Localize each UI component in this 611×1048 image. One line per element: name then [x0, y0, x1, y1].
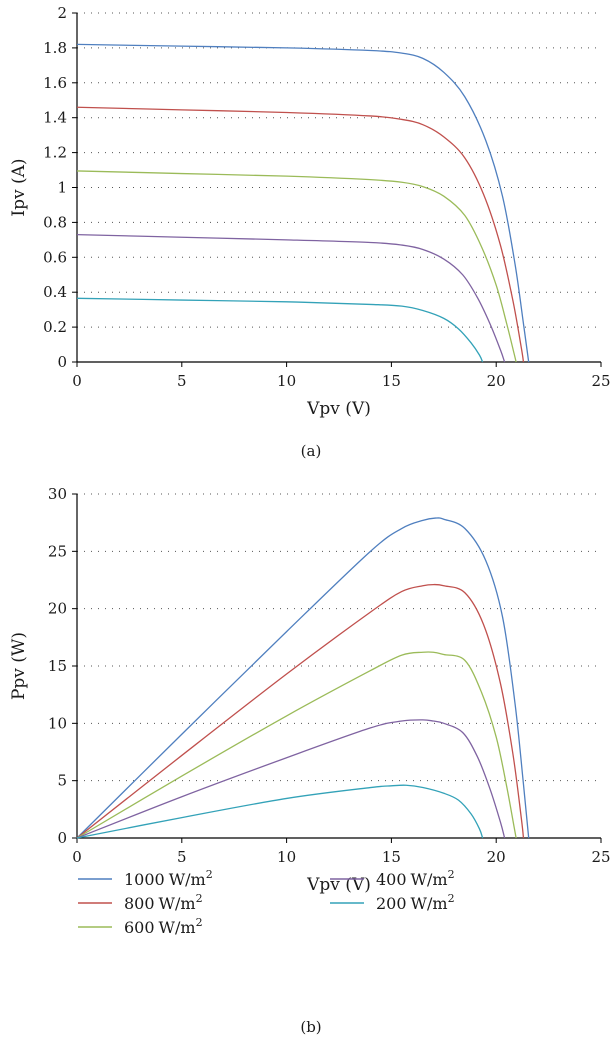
legend-item-800: 800 W/m2: [78, 892, 203, 913]
chart-a-y-tick-label: 1.2: [43, 144, 67, 162]
chart-b-y-axis-label: Ppv (W): [9, 632, 29, 700]
chart-b-x-tick-label: 0: [72, 848, 82, 866]
chart-a-series-600: [76, 170, 517, 363]
chart-a-y-tick-label: 0.8: [43, 213, 67, 231]
chart-a-y-tick-label: 2: [57, 4, 67, 22]
legend-item-400: 400 W/m2: [330, 868, 455, 889]
chart-a-y-axis-label: Ipv (A): [9, 158, 29, 216]
chart-b-series-1000: [76, 517, 530, 839]
chart-b-pv-curve: 0 5 10 15 20 25 30 0 5 10 15 20 25 Vpv (V) Ppv (W): [9, 485, 611, 895]
legend-label-200: 200 W/m2: [376, 892, 455, 913]
chart-a-y-tick-label: 1.4: [43, 109, 67, 127]
chart-a-series-200: [76, 297, 484, 363]
chart-a-series-1000: [76, 43, 530, 363]
chart-a-x-tick-label: 25: [591, 372, 610, 390]
chart-a-series-400: [76, 233, 506, 363]
chart-b-y-tick-label: 20: [48, 600, 67, 618]
legend: 1000 W/m2 800 W/m2 600 W/m2 400 W/m2 200 W/m2: [78, 868, 455, 937]
legend-item-600: 600 W/m2: [78, 916, 203, 937]
chart-b-y-tick-label: 15: [48, 657, 67, 675]
chart-a-x-tick-label: 20: [487, 372, 506, 390]
chart-b-y-tick-label: 10: [48, 714, 67, 732]
legend-label-600: 600 W/m2: [124, 916, 203, 937]
chart-b-y-tick-label: 30: [48, 485, 67, 503]
chart-a-x-tick-label: 5: [177, 372, 187, 390]
legend-item-1000: 1000 W/m2: [78, 868, 213, 889]
chart-a-x-tick-label: 15: [382, 372, 401, 390]
chart-b-series-400: [76, 719, 506, 839]
chart-a-iv-curve: 00.20.40.60.811.21.41.61.820 5 10 15 20 25Vpv…: [9, 4, 611, 419]
chart-a-caption: (a): [301, 442, 322, 460]
chart-a-y-tick-label: 0.2: [43, 318, 67, 336]
chart-b-x-tick-label: 25: [591, 848, 610, 866]
legend-label-800: 800 W/m2: [124, 892, 203, 913]
chart-a-y-tick-label: 0.6: [43, 248, 67, 266]
chart-a-y-tick-label: 1.8: [43, 39, 67, 57]
chart-b-series-200: [76, 784, 484, 839]
chart-a-y-tick-label: 1: [57, 179, 67, 197]
legend-item-200: 200 W/m2: [330, 892, 455, 913]
chart-a-y-tick-label: 0: [57, 353, 67, 371]
chart-b-x-axis-label: Vpv (V): [306, 875, 371, 895]
chart-a-x-axis-label: Vpv (V): [306, 399, 371, 419]
chart-b-x-tick-label: 5: [177, 848, 187, 866]
chart-b-x-tick-label: 15: [382, 848, 401, 866]
chart-b-y-tick-label: 5: [57, 772, 67, 790]
chart-b-series-800: [76, 583, 525, 839]
chart-b-y-tick-label: 0: [57, 829, 67, 847]
chart-b-x-tick-label: 20: [487, 848, 506, 866]
legend-label-400: 400 W/m2: [376, 868, 455, 889]
chart-a-series-800: [76, 106, 525, 363]
chart-a-x-tick-label: 10: [277, 372, 296, 390]
chart-b-y-tick-label: 25: [48, 542, 67, 560]
chart-b-series-600: [76, 651, 517, 839]
chart-b-x-tick-label: 10: [277, 848, 296, 866]
legend-label-1000: 1000 W/m2: [124, 868, 213, 889]
chart-a-x-tick-label: 0: [72, 372, 82, 390]
chart-b-caption: (b): [300, 1018, 321, 1036]
chart-a-y-tick-label: 1.6: [43, 74, 67, 92]
chart-a-y-tick-label: 0.4: [43, 283, 67, 301]
